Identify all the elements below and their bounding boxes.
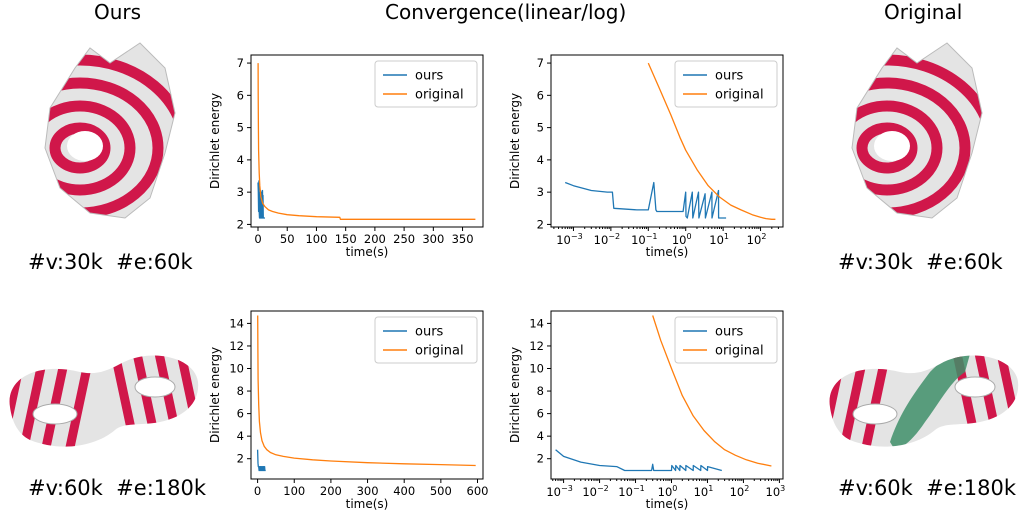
- cat-head-mesh-original: [851, 42, 983, 219]
- x-tick-label: 600: [467, 484, 489, 498]
- series-line-ours: [564, 181, 727, 219]
- x-tick-label: 10−3: [546, 484, 572, 499]
- stats-row1-right: #v:30k #e:60k: [838, 250, 1003, 274]
- cat-head-mesh-ours: [44, 42, 176, 219]
- x-tick-label: 200: [320, 484, 342, 498]
- legend-label-ours: ours: [715, 325, 744, 340]
- x-axis-label: time(s): [346, 245, 389, 259]
- y-tick-label: 10: [529, 362, 544, 376]
- y-tick-label: 6: [237, 88, 244, 102]
- y-tick-label: 14: [229, 316, 244, 330]
- x-tick-label: 50: [280, 232, 295, 246]
- legend-box: [674, 60, 778, 108]
- x-tick-label: 101: [694, 484, 714, 499]
- x-tick-label: 300: [422, 232, 444, 246]
- chart-row1-linear: 2 3 4 5 6 7 0 50 100 150 200 250 300 350 time(s) Dirich…: [208, 54, 484, 259]
- plot-frame: [250, 310, 484, 480]
- header-ours: Ours: [94, 0, 142, 24]
- y-tick-label: 5: [537, 121, 544, 135]
- y-tick-label: 4: [537, 429, 544, 443]
- y-tick-label: 8: [237, 384, 244, 398]
- x-tick-label: 0: [254, 484, 261, 498]
- y-tick-label: 6: [537, 88, 544, 102]
- double-torus-mesh-ours: [9, 355, 199, 447]
- x-tick-label: 10−2: [582, 484, 608, 499]
- x-tick-label: 101: [709, 232, 729, 247]
- stats-row1-left: #v:30k #e:60k: [28, 250, 193, 274]
- x-tick-label: 300: [357, 484, 379, 498]
- chart-row2-linear: 2 4 6 8 10 12 14 0 100 200 300 400 500 600 time(s) Diri…: [208, 310, 489, 511]
- legend-label-ours: ours: [715, 69, 744, 84]
- y-tick-label: 2: [537, 452, 544, 466]
- header-original: Original: [884, 0, 963, 24]
- stats-row2-left: #v:60k #e:180k: [28, 476, 207, 500]
- x-tick-label: 200: [364, 232, 386, 246]
- y-tick-label: 7: [237, 56, 244, 70]
- legend-box: [374, 60, 478, 108]
- y-tick-label: 4: [237, 429, 244, 443]
- x-tick-label: 400: [393, 484, 415, 498]
- series-line-ours: [555, 449, 722, 472]
- series-line-original: [647, 62, 776, 220]
- x-tick-label: 10−2: [594, 232, 620, 247]
- y-tick-label: 6: [537, 407, 544, 421]
- header-convergence: Convergence(linear/log): [385, 0, 627, 24]
- double-torus-mesh-original: [829, 355, 1019, 447]
- series-line-original: [257, 315, 476, 467]
- legend-label-original: original: [715, 88, 764, 103]
- legend-label-ours: ours: [415, 69, 444, 84]
- x-tick-label: 102: [747, 232, 767, 247]
- y-tick-label: 7: [537, 56, 544, 70]
- y-tick-label: 5: [237, 121, 244, 135]
- legend-label-original: original: [415, 88, 464, 103]
- y-tick-label: 2: [537, 217, 544, 231]
- legend-box: [374, 316, 478, 364]
- x-tick-label: 102: [730, 484, 750, 499]
- y-tick-label: 3: [237, 185, 244, 199]
- x-tick-label: 100: [283, 484, 305, 498]
- y-axis-label: Dirichlet energy: [208, 347, 222, 443]
- x-tick-label: 100: [305, 232, 327, 246]
- y-tick-label: 6: [237, 407, 244, 421]
- y-tick-label: 14: [529, 316, 544, 330]
- x-tick-label: 103: [766, 484, 786, 499]
- legend-label-ours: ours: [415, 325, 444, 340]
- x-axis-label: time(s): [646, 245, 689, 259]
- series-line-original: [257, 63, 476, 220]
- series-line-ours: [256, 449, 266, 472]
- y-tick-label: 4: [237, 153, 244, 167]
- y-tick-label: 12: [229, 339, 244, 353]
- x-tick-label: 350: [452, 232, 474, 246]
- legend-label-original: original: [715, 344, 764, 359]
- y-axis-label: Dirichlet energy: [508, 347, 522, 443]
- y-axis-label: Dirichlet energy: [208, 93, 222, 189]
- y-tick-label: 8: [537, 384, 544, 398]
- y-tick-label: 2: [237, 452, 244, 466]
- plot-frame: [550, 310, 784, 480]
- y-tick-label: 3: [537, 185, 544, 199]
- x-tick-label: 500: [430, 484, 452, 498]
- x-axis-label: time(s): [346, 497, 389, 511]
- y-tick-label: 4: [537, 153, 544, 167]
- stats-row2-right: #v:60k #e:180k: [838, 476, 1017, 500]
- x-tick-label: 0: [254, 232, 261, 246]
- plot-frame: [550, 54, 784, 228]
- series-line-original: [652, 315, 772, 467]
- plot-frame: [250, 54, 484, 228]
- x-tick-label: 150: [335, 232, 357, 246]
- legend-label-original: original: [415, 344, 464, 359]
- legend-box: [674, 316, 778, 364]
- x-tick-label: 250: [393, 232, 415, 246]
- y-tick-label: 2: [237, 217, 244, 231]
- y-tick-label: 12: [529, 339, 544, 353]
- y-axis-label: Dirichlet energy: [508, 93, 522, 189]
- y-tick-label: 10: [229, 362, 244, 376]
- x-tick-label: 10−3: [556, 232, 582, 247]
- x-tick-label: 10−1: [618, 484, 644, 499]
- x-axis-label: time(s): [646, 497, 689, 511]
